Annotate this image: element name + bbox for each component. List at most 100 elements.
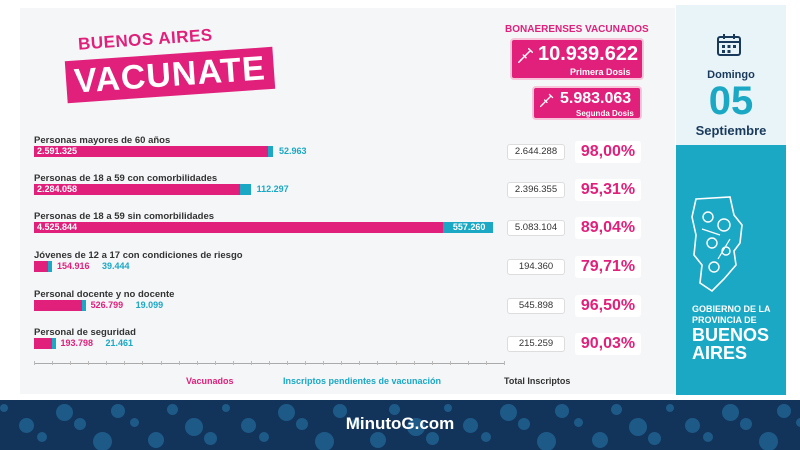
pendientes-bar — [268, 146, 273, 157]
axis-tick — [504, 361, 505, 365]
vaccinated-title: BONAERENSES VACUNADOS — [505, 24, 649, 35]
pattern-dot — [55, 404, 73, 421]
vacunate-logo: BUENOS AIRES VACUNATE — [64, 22, 276, 108]
pattern-dot — [37, 432, 47, 442]
legend-total: Total Inscriptos — [504, 376, 571, 386]
second-dose-value: 5.983.063 — [560, 90, 632, 107]
pattern-dot — [740, 418, 752, 430]
date-block: Domingo 05 Septiembre — [676, 5, 786, 145]
day-number: 05 — [708, 79, 754, 123]
legend-pendientes: Inscriptos pendientes de vacunación — [283, 376, 442, 386]
axis-tick — [70, 361, 72, 365]
pattern-dot — [74, 418, 86, 430]
total-inscriptos: 5.083.104 — [507, 220, 565, 236]
pendientes-value: 557.260 — [452, 222, 486, 232]
pattern-dot — [610, 404, 622, 415]
vacunados-bar: 4.525.844 — [34, 222, 444, 233]
pattern-dot — [573, 418, 583, 427]
percentage: 98,00% — [575, 141, 641, 163]
percentage: 95,31% — [575, 179, 641, 201]
axis-tick — [449, 361, 451, 365]
calendar-icon — [717, 34, 741, 56]
pendientes-bar — [51, 338, 56, 349]
government-line-2: PROVINCIA DE — [692, 315, 757, 325]
syringe-icon — [518, 47, 534, 63]
pattern-dot — [129, 418, 139, 427]
day-name: Domingo — [707, 69, 755, 81]
pattern-dot — [444, 404, 452, 412]
pattern-dot — [203, 432, 217, 445]
pattern-dot — [111, 404, 125, 418]
vacunados-value: 4.525.844 — [37, 222, 78, 232]
axis-tick — [431, 361, 433, 365]
pattern-dot — [666, 404, 674, 412]
total-inscriptos: 545.898 — [507, 298, 565, 314]
axis-tick — [413, 361, 415, 365]
pendientes-bar — [48, 261, 52, 272]
pattern-dot — [518, 418, 530, 430]
month-name: Septiembre — [695, 123, 767, 138]
percentage: 90,03% — [575, 333, 641, 355]
vacunados-value: 2.591.325 — [37, 146, 78, 156]
row-bar — [34, 338, 56, 349]
pattern-dot — [499, 404, 517, 421]
province-map-icon — [691, 196, 743, 293]
logo-bottom-text: VACUNATE — [64, 46, 276, 104]
second-dose-box: 5.983.063 Segunda Dosis — [532, 86, 642, 120]
pattern-dot — [647, 432, 661, 445]
pattern-dot — [481, 432, 491, 442]
pattern-dot — [703, 432, 713, 442]
axis-tick — [485, 361, 487, 365]
pattern-dot — [555, 404, 569, 418]
axis-tick — [232, 361, 234, 365]
syringe-icon — [539, 93, 554, 108]
footer-site-name: MinutoG.com — [345, 414, 455, 433]
pendientes-bar: 557.260 — [443, 222, 494, 233]
pattern-dot — [370, 432, 386, 448]
axis-tick — [250, 361, 252, 365]
vacunados-bar — [34, 300, 82, 311]
axis-tick — [160, 361, 162, 365]
vacunados-bar — [34, 261, 48, 272]
row-label: Personas de 18 a 59 con comorbilidades — [34, 173, 218, 184]
pendientes-value: 21.461 — [105, 338, 134, 348]
vacunados-value: 2.284.058 — [37, 184, 78, 194]
pattern-dot — [777, 404, 791, 418]
axis-tick — [214, 361, 216, 365]
second-dose-label: Segunda Dosis — [576, 109, 634, 118]
total-inscriptos: 2.644.288 — [507, 144, 565, 160]
pattern-dot — [148, 432, 164, 448]
axis-tick — [124, 361, 126, 365]
pattern-dot — [592, 432, 608, 448]
pendientes-bar — [240, 184, 251, 195]
row-label: Personas de 18 a 59 sin comorbilidades — [34, 211, 215, 222]
side-column: Domingo 05 Septiembre GOBIERNO DE LA PRO… — [676, 5, 786, 395]
pattern-dot — [222, 404, 230, 412]
government-line-1: GOBIERNO DE LA — [692, 304, 771, 314]
footer-banner: MinutoG.com — [0, 400, 800, 450]
row-bar: 2.591.325 — [34, 146, 273, 157]
logo-top-text: BUENOS AIRES — [77, 25, 214, 54]
total-inscriptos: 2.396.355 — [507, 182, 565, 198]
axis-tick — [359, 361, 361, 365]
pattern-dot — [166, 404, 178, 415]
pattern-dot — [92, 432, 112, 450]
pendientes-value: 19.099 — [135, 300, 164, 310]
pattern-dot — [536, 432, 556, 450]
pattern-dot — [629, 418, 647, 436]
percentage: 89,04% — [575, 217, 641, 239]
pattern-dot — [18, 418, 34, 433]
government-line-buenos: BUENOS — [692, 325, 770, 345]
pattern-dot — [259, 432, 269, 442]
pendientes-bar — [81, 300, 86, 311]
vacunados-bar: 2.591.325 — [34, 146, 269, 157]
axis-tick — [34, 361, 35, 365]
total-inscriptos: 194.360 — [507, 259, 565, 275]
row-label: Personas mayores de 60 años — [34, 135, 171, 146]
pattern-dot — [462, 418, 478, 433]
pattern-dot — [240, 418, 256, 433]
government-line-3: BUENOS AIRES — [692, 326, 769, 362]
percentage: 96,50% — [575, 295, 641, 317]
vacunados-value: 154.916 — [57, 261, 90, 271]
pattern-dot — [407, 418, 425, 436]
